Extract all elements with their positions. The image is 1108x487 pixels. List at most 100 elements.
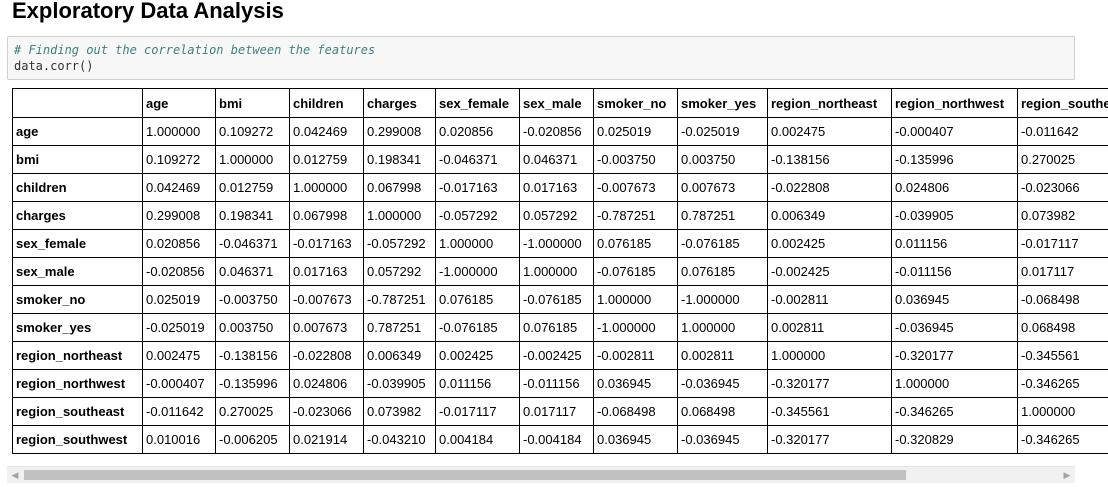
table-cell: -0.046371 bbox=[215, 229, 290, 258]
table-row: region_northwest -0.000407 -0.135996 0.0248… bbox=[12, 369, 1108, 398]
column-header: region_northeast bbox=[767, 88, 892, 118]
table-cell: 0.109272 bbox=[142, 145, 216, 174]
table-cell: -0.011156 bbox=[519, 369, 594, 398]
table-cell: -0.011642 bbox=[142, 397, 216, 426]
table-cell: 0.787251 bbox=[677, 201, 768, 230]
table-cell: 0.057292 bbox=[363, 257, 436, 286]
table-cell: 0.198341 bbox=[363, 145, 436, 174]
table-cell: 0.017163 bbox=[289, 257, 364, 286]
table-cell: 0.299008 bbox=[363, 117, 436, 146]
column-header: smoker_no bbox=[593, 88, 678, 118]
table-cell: 0.073982 bbox=[363, 397, 436, 426]
table-cell: 0.017117 bbox=[519, 397, 594, 426]
row-label: sex_female bbox=[12, 229, 143, 258]
table-cell: -0.046371 bbox=[435, 145, 520, 174]
table-cell: 0.057292 bbox=[519, 201, 594, 230]
table-cell: -0.138156 bbox=[215, 341, 290, 370]
table-cell: 0.076185 bbox=[677, 257, 768, 286]
column-header: region_southeast bbox=[1017, 88, 1108, 118]
table-cell: 0.012759 bbox=[289, 145, 364, 174]
table-cell: -0.017117 bbox=[435, 397, 520, 426]
table-row: smoker_yes -0.025019 0.003750 0.007673 0.787… bbox=[12, 313, 1108, 342]
correlation-table: age bmi children charges sex_female sex_… bbox=[12, 88, 1108, 454]
table-row: region_southwest 0.010016 -0.006205 0.02191… bbox=[12, 425, 1108, 454]
scrollbar-thumb[interactable] bbox=[24, 470, 906, 480]
code-statement: data.corr() bbox=[14, 59, 94, 73]
code-cell[interactable]: # Finding out the correlation between th… bbox=[7, 36, 1075, 80]
horizontal-scrollbar[interactable]: ◀ ▶ bbox=[7, 466, 1075, 483]
table-cell: -0.039905 bbox=[891, 201, 1018, 230]
table-cell: 0.021914 bbox=[289, 425, 364, 454]
table-cell: -0.002811 bbox=[767, 285, 892, 314]
output-area: age bmi children charges sex_female sex_… bbox=[12, 88, 1108, 464]
table-cell: 1.000000 bbox=[593, 285, 678, 314]
table-cell: 0.024806 bbox=[289, 369, 364, 398]
column-header: charges bbox=[363, 88, 436, 118]
table-cell: -0.076185 bbox=[435, 313, 520, 342]
table-cell: -0.023066 bbox=[1017, 173, 1108, 202]
table-row: region_southeast -0.011642 0.270025 -0.0230… bbox=[12, 397, 1108, 426]
table-cell: -1.000000 bbox=[677, 285, 768, 314]
table-cell: 1.000000 bbox=[891, 369, 1018, 398]
scroll-right-icon[interactable]: ▶ bbox=[1063, 470, 1071, 480]
table-cell: -0.057292 bbox=[363, 229, 436, 258]
row-label: bmi bbox=[12, 145, 143, 174]
section-title: Exploratory Data Analysis bbox=[12, 0, 284, 23]
table-cell: 0.076185 bbox=[435, 285, 520, 314]
table-cell: 0.036945 bbox=[593, 425, 678, 454]
table-cell: -0.320177 bbox=[767, 369, 892, 398]
table-cell: -0.002425 bbox=[767, 257, 892, 286]
row-label: region_northeast bbox=[12, 341, 143, 370]
table-cell: -0.043210 bbox=[363, 425, 436, 454]
table-cell: 0.006349 bbox=[363, 341, 436, 370]
index-header bbox=[12, 88, 143, 118]
table-cell: 1.000000 bbox=[142, 117, 216, 146]
table-row: age 1.000000 0.109272 0.042469 0.299008 0.020… bbox=[12, 117, 1108, 146]
table-row: smoker_no 0.025019 -0.003750 -0.007673 -0.78… bbox=[12, 285, 1108, 314]
table-cell: -0.057292 bbox=[435, 201, 520, 230]
table-cell: -0.022808 bbox=[767, 173, 892, 202]
table-cell: 0.036945 bbox=[891, 285, 1018, 314]
column-header: children bbox=[289, 88, 364, 118]
table-cell: -0.068498 bbox=[1017, 285, 1108, 314]
table-cell: 0.046371 bbox=[215, 257, 290, 286]
table-cell: 0.025019 bbox=[593, 117, 678, 146]
table-cell: 0.010016 bbox=[142, 425, 216, 454]
table-cell: 0.067998 bbox=[363, 173, 436, 202]
table-cell: 0.012759 bbox=[215, 173, 290, 202]
table-cell: -0.076185 bbox=[519, 285, 594, 314]
row-label: smoker_no bbox=[12, 285, 143, 314]
table-cell: 0.003750 bbox=[677, 145, 768, 174]
table-cell: 0.011156 bbox=[891, 229, 1018, 258]
table-cell: -0.000407 bbox=[891, 117, 1018, 146]
scroll-left-icon[interactable]: ◀ bbox=[11, 470, 19, 480]
table-cell: -0.002811 bbox=[593, 341, 678, 370]
table-cell: 0.002811 bbox=[767, 313, 892, 342]
table-cell: 0.198341 bbox=[215, 201, 290, 230]
table-cell: -0.320829 bbox=[891, 425, 1018, 454]
table-cell: -0.000407 bbox=[142, 369, 216, 398]
table-cell: -0.007673 bbox=[289, 285, 364, 314]
table-cell: 1.000000 bbox=[289, 173, 364, 202]
table-cell: -0.346265 bbox=[891, 397, 1018, 426]
table-cell: -0.004184 bbox=[519, 425, 594, 454]
table-cell: -0.002425 bbox=[519, 341, 594, 370]
row-label: region_northwest bbox=[12, 369, 143, 398]
table-cell: 0.002425 bbox=[767, 229, 892, 258]
table-cell: 0.020856 bbox=[435, 117, 520, 146]
table-row: sex_female 0.020856 -0.046371 -0.017163 -0.0… bbox=[12, 229, 1108, 258]
table-cell: 0.046371 bbox=[519, 145, 594, 174]
table-cell: -0.345561 bbox=[767, 397, 892, 426]
table-cell: -0.076185 bbox=[593, 257, 678, 286]
row-label: charges bbox=[12, 201, 143, 230]
table-cell: 0.073982 bbox=[1017, 201, 1108, 230]
table-cell: 0.299008 bbox=[142, 201, 216, 230]
table-cell: -0.135996 bbox=[215, 369, 290, 398]
row-label: sex_male bbox=[12, 257, 143, 286]
table-row: children 0.042469 0.012759 1.000000 0.067998… bbox=[12, 173, 1108, 202]
column-header: sex_male bbox=[519, 88, 594, 118]
table-cell: -0.036945 bbox=[891, 313, 1018, 342]
column-header: age bbox=[142, 88, 216, 118]
table-cell: 0.020856 bbox=[142, 229, 216, 258]
table-cell: 0.270025 bbox=[1017, 145, 1108, 174]
